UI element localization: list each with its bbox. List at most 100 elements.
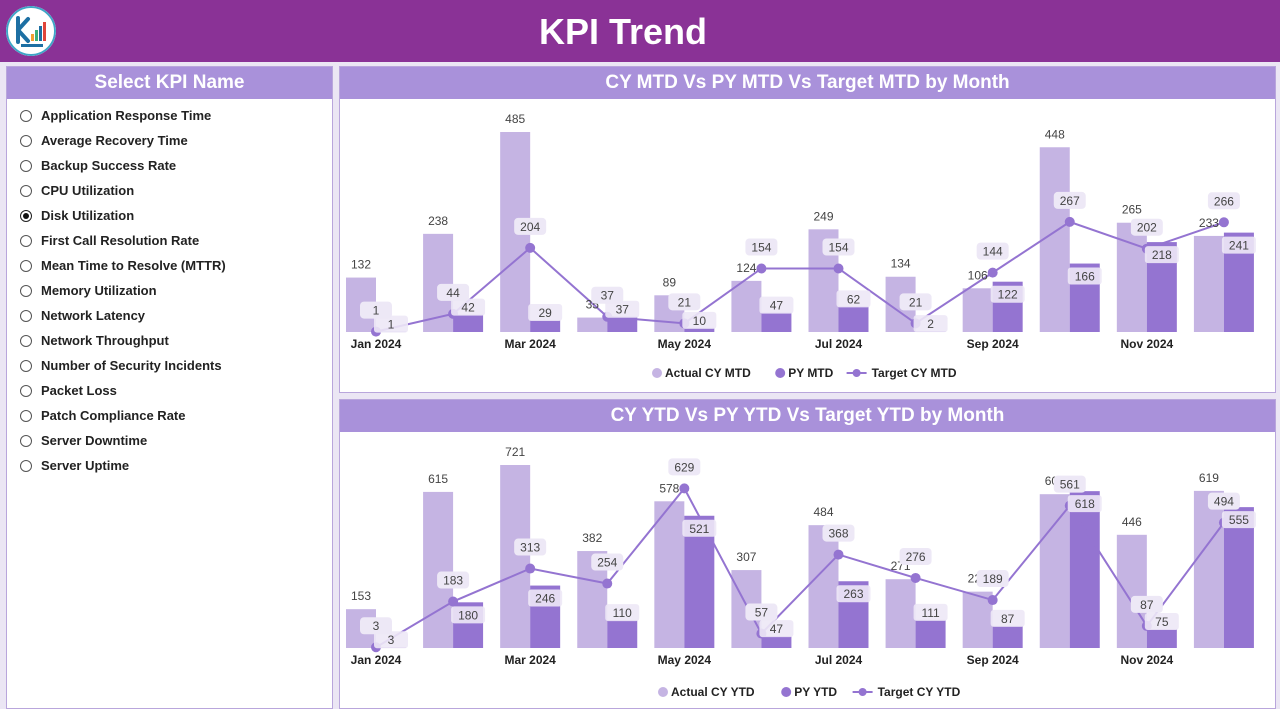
actual-bar[interactable] [1039, 147, 1070, 332]
radio-icon[interactable] [20, 234, 32, 247]
kpi-option[interactable]: Disk Utilization [7, 203, 332, 228]
py-bar[interactable] [607, 620, 638, 648]
target-data-label: 21 [668, 293, 701, 311]
radio-icon[interactable] [20, 184, 32, 197]
target-point[interactable] [756, 263, 767, 274]
target-point[interactable] [525, 242, 536, 253]
radio-icon[interactable] [20, 109, 32, 122]
actual-bar[interactable] [962, 288, 993, 332]
actual-bar[interactable] [577, 317, 608, 332]
kpi-option[interactable]: CPU Utilization [7, 178, 332, 203]
svg-text:21: 21 [678, 295, 692, 309]
kpi-option[interactable]: Memory Utilization [7, 278, 332, 303]
py-bar[interactable] [761, 312, 792, 332]
target-data-label: 183 [437, 571, 470, 589]
svg-text:3: 3 [388, 633, 395, 647]
svg-text:62: 62 [847, 292, 861, 306]
target-point[interactable] [987, 267, 998, 278]
svg-text:1: 1 [388, 318, 395, 332]
py-data-label: 218 [1144, 246, 1179, 264]
radio-icon[interactable] [20, 359, 32, 372]
kpi-option[interactable]: Number of Security Incidents [7, 353, 332, 378]
target-point[interactable] [679, 483, 690, 494]
actual-bar[interactable] [654, 501, 685, 648]
py-bar[interactable] [684, 327, 715, 332]
radio-icon[interactable] [20, 309, 32, 322]
kpi-option[interactable]: First Call Resolution Rate [7, 228, 332, 253]
legend-item[interactable]: Actual CY MTD [652, 366, 751, 380]
target-point[interactable] [602, 578, 613, 589]
legend-item[interactable]: PY YTD [781, 685, 837, 699]
py-bar[interactable] [530, 320, 561, 332]
svg-text:189: 189 [983, 572, 1003, 586]
target-point[interactable] [987, 595, 998, 606]
radio-icon[interactable] [20, 409, 32, 422]
actual-bar[interactable] [1039, 494, 1070, 648]
radio-icon[interactable] [20, 259, 32, 272]
target-point[interactable] [833, 549, 844, 560]
actual-bar[interactable] [885, 579, 916, 648]
legend-item[interactable]: Target CY MTD [846, 366, 957, 380]
radio-icon[interactable] [20, 384, 32, 397]
target-data-label: 154 [822, 238, 855, 256]
py-bar[interactable] [684, 515, 715, 648]
py-bar[interactable] [607, 316, 638, 332]
actual-bar[interactable] [423, 491, 454, 648]
actual-bar[interactable] [1193, 235, 1224, 332]
radio-icon[interactable] [20, 159, 32, 172]
radio-icon[interactable] [20, 459, 32, 472]
actual-bar[interactable] [731, 280, 762, 332]
actual-bar[interactable] [962, 591, 993, 648]
target-data-label: 202 [1130, 218, 1163, 236]
radio-icon[interactable] [20, 284, 32, 297]
legend-item[interactable]: Actual CY YTD [658, 685, 755, 699]
kpi-option[interactable]: Server Downtime [7, 428, 332, 453]
x-tick-label: Sep 2024 [967, 337, 1019, 351]
py-bar[interactable] [761, 636, 792, 648]
x-tick-label: Mar 2024 [504, 653, 556, 667]
svg-text:166: 166 [1075, 270, 1095, 284]
svg-text:44: 44 [446, 286, 460, 300]
radio-icon[interactable] [20, 334, 32, 347]
py-bar[interactable] [1146, 628, 1177, 648]
kpi-option[interactable]: Average Recovery Time [7, 128, 332, 153]
target-point[interactable] [1218, 217, 1229, 228]
legend-item[interactable]: PY MTD [775, 366, 834, 380]
actual-data-label: 153 [351, 589, 371, 603]
kpi-option[interactable]: Server Uptime [7, 453, 332, 478]
radio-icon[interactable] [20, 134, 32, 147]
py-bar[interactable] [1069, 491, 1100, 648]
actual-bar[interactable] [808, 525, 839, 648]
svg-text:494: 494 [1214, 495, 1234, 509]
legend-item[interactable]: Target CY YTD [852, 685, 961, 699]
radio-checked-icon[interactable] [20, 209, 32, 222]
py-bar[interactable] [838, 306, 869, 332]
legend-label: Actual CY YTD [671, 685, 755, 699]
kpi-option[interactable]: Network Throughput [7, 328, 332, 353]
target-data-label: 266 [1207, 192, 1240, 210]
target-point[interactable] [1064, 216, 1075, 227]
legend-dot-icon [658, 687, 668, 697]
target-point[interactable] [833, 263, 844, 274]
kpi-option[interactable]: Network Latency [7, 303, 332, 328]
py-bar[interactable] [1223, 507, 1254, 648]
kpi-option[interactable]: Mean Time to Resolve (MTTR) [7, 253, 332, 278]
kpi-option[interactable]: Backup Success Rate [7, 153, 332, 178]
target-point[interactable] [448, 596, 459, 607]
target-point[interactable] [525, 563, 536, 574]
kpi-option[interactable]: Packet Loss [7, 378, 332, 403]
target-data-label: 1 [360, 301, 392, 319]
target-point[interactable] [910, 572, 921, 583]
radio-icon[interactable] [20, 434, 32, 447]
actual-bar[interactable] [1116, 534, 1147, 648]
actual-bar[interactable] [500, 465, 531, 648]
py-bar[interactable] [453, 314, 484, 332]
actual-bar[interactable] [1193, 490, 1224, 648]
kpi-option-label: Network Latency [41, 308, 146, 323]
py-bar[interactable] [992, 625, 1023, 648]
kpi-option[interactable]: Patch Compliance Rate [7, 403, 332, 428]
py-bar[interactable] [915, 619, 946, 648]
kpi-option[interactable]: Application Response Time [7, 103, 332, 128]
svg-text:37: 37 [616, 303, 630, 317]
x-tick-label: Jan 2024 [351, 337, 402, 351]
